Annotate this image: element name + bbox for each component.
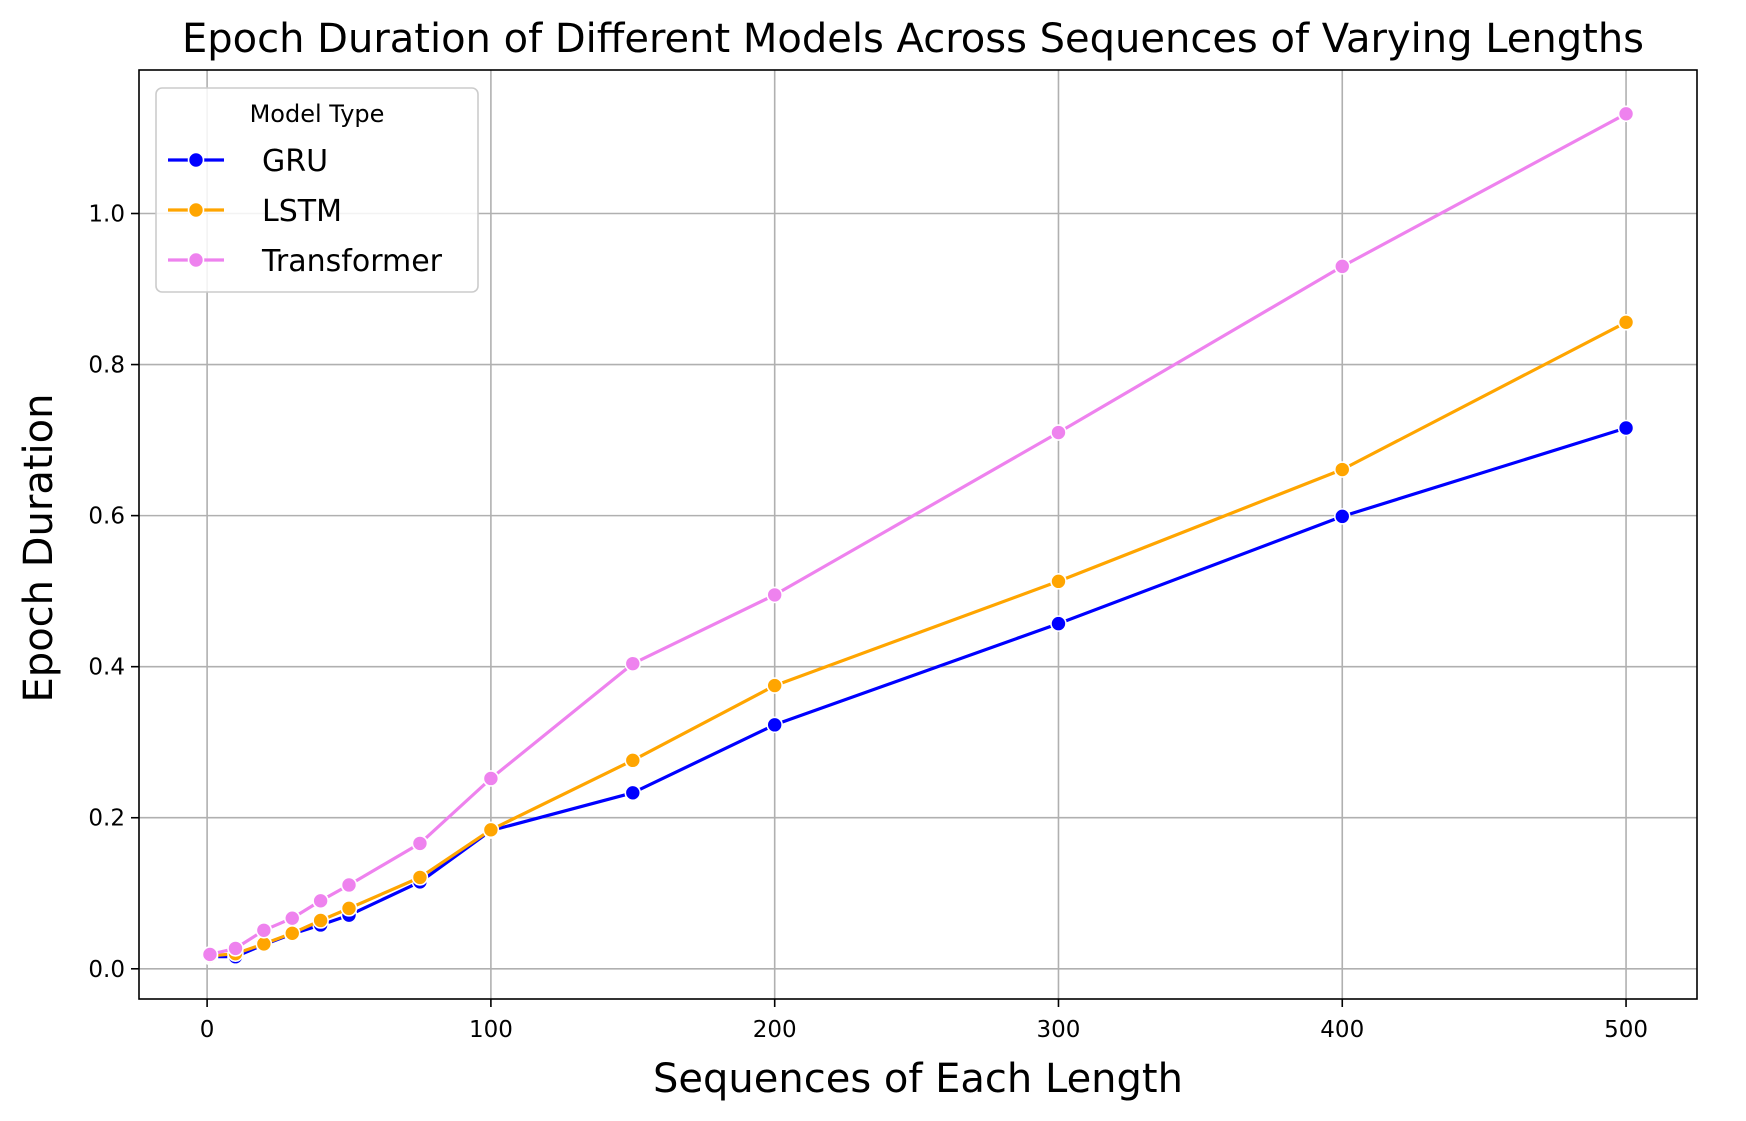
series-line-lstm	[209, 320, 1627, 958]
x-tick-label: 200	[753, 1017, 797, 1043]
y-tick-label: 1.0	[88, 202, 125, 228]
series-layer	[201, 105, 1635, 966]
legend-label-lstm: LSTM	[262, 194, 342, 229]
series-lstm	[201, 313, 1635, 965]
legend: Model Type GRU LSTM Transformer	[155, 87, 479, 293]
legend-marker-gru	[187, 151, 205, 169]
data-point-lstm	[340, 900, 358, 917]
data-point-gru	[624, 784, 642, 802]
data-point-transformer	[255, 921, 273, 939]
axis-ticks: 0 100 200 300 400 500 0.0 0.2 0.4 0.6 0.8 1.0	[88, 202, 1648, 1043]
data-point-transformer	[482, 770, 500, 787]
data-point-lstm	[766, 677, 783, 694]
legend-item-gru: GRU	[168, 144, 328, 179]
data-point-transformer	[312, 892, 329, 910]
x-tick-label: 300	[1037, 1017, 1081, 1043]
data-point-transformer	[201, 946, 219, 963]
data-point-transformer	[1617, 105, 1635, 123]
legend-marker-lstm	[187, 201, 205, 219]
data-point-lstm	[1617, 313, 1635, 331]
y-tick-label: 0.6	[88, 504, 125, 530]
data-point-lstm	[312, 912, 329, 929]
series-transformer	[201, 105, 1635, 963]
data-point-transformer	[340, 876, 358, 894]
legend-marker-transformer	[187, 251, 205, 269]
legend-title: Model Type	[250, 100, 385, 128]
x-tick-label: 0	[200, 1017, 215, 1043]
data-point-lstm	[283, 924, 301, 942]
legend-item-transformer: Transformer	[168, 244, 443, 279]
x-axis-label: Sequences of Each Length	[653, 1056, 1183, 1102]
data-point-lstm	[255, 935, 273, 953]
legend-item-lstm: LSTM	[168, 194, 342, 229]
data-point-gru	[1617, 419, 1635, 437]
data-point-gru	[1333, 508, 1351, 525]
x-tick-label: 500	[1604, 1017, 1648, 1043]
data-point-lstm	[411, 869, 429, 886]
y-tick-label: 0.4	[88, 655, 125, 681]
data-point-transformer	[1333, 258, 1351, 275]
y-tick-label: 0.2	[88, 806, 125, 832]
y-tick-label: 0.8	[88, 353, 125, 379]
data-point-transformer	[227, 940, 244, 957]
data-point-transformer	[766, 586, 783, 604]
data-point-lstm	[1050, 573, 1067, 590]
data-point-transformer	[1050, 424, 1067, 441]
x-tick-label: 100	[469, 1017, 513, 1043]
data-point-gru	[1050, 615, 1067, 632]
x-tick-label: 400	[1320, 1017, 1364, 1043]
y-axis-label: Epoch Duration	[16, 394, 62, 703]
plot-frame	[138, 69, 1698, 1000]
data-point-transformer	[624, 655, 642, 672]
data-point-transformer	[411, 835, 429, 852]
legend-entries: GRU LSTM Transformer	[168, 144, 443, 279]
legend-label-transformer: Transformer	[261, 244, 443, 279]
data-point-lstm	[482, 821, 500, 839]
chart-title: Epoch Duration of Different Models Acros…	[182, 16, 1644, 62]
data-point-transformer	[283, 909, 301, 927]
y-tick-label: 0.0	[88, 957, 125, 983]
data-point-lstm	[1333, 461, 1351, 478]
legend-box	[155, 87, 479, 293]
data-point-lstm	[624, 752, 642, 769]
data-point-gru	[766, 716, 783, 734]
legend-label-gru: GRU	[262, 144, 328, 179]
